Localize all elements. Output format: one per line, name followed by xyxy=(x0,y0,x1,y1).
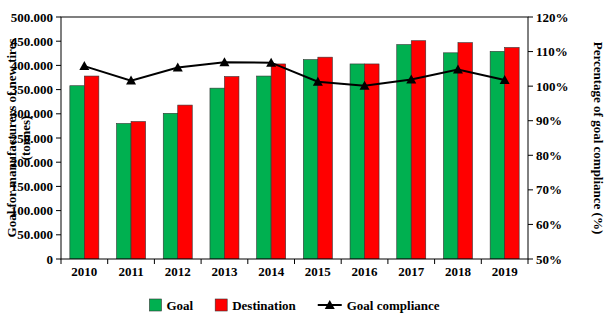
tick xyxy=(528,189,533,190)
tick xyxy=(528,155,533,156)
tick xyxy=(56,17,61,18)
tick-label: 100% xyxy=(536,79,569,94)
bar xyxy=(131,122,146,259)
tick xyxy=(528,259,533,260)
marker xyxy=(360,81,370,90)
tick-label: 0 xyxy=(47,252,54,267)
legend-label: Goal xyxy=(166,298,193,313)
bar xyxy=(84,76,99,259)
tick xyxy=(154,259,155,264)
tick xyxy=(247,259,248,264)
bar xyxy=(257,76,272,259)
marker xyxy=(79,61,89,70)
legend-label: Destination xyxy=(232,298,296,313)
bar xyxy=(224,77,239,259)
bar xyxy=(117,123,132,259)
tick-label: 2018 xyxy=(445,264,472,279)
marker xyxy=(266,58,276,67)
tick xyxy=(56,138,61,139)
bar xyxy=(443,53,458,259)
marker xyxy=(406,75,416,84)
tick-label: 2019 xyxy=(492,264,519,279)
tick-label: 50% xyxy=(536,252,562,267)
bar xyxy=(271,64,286,259)
tick xyxy=(387,259,388,264)
bar xyxy=(318,57,333,259)
marker xyxy=(219,57,229,66)
tick-label: 2015 xyxy=(305,264,332,279)
legend-swatch xyxy=(325,300,335,309)
tick xyxy=(56,65,61,66)
tick-label: 80% xyxy=(536,148,562,163)
tick xyxy=(56,113,61,114)
tick xyxy=(528,224,533,225)
bar xyxy=(178,105,193,259)
tick xyxy=(528,17,533,18)
legend-swatch xyxy=(215,299,227,311)
plot-area xyxy=(70,41,519,259)
tick xyxy=(294,259,295,264)
tick-label: 2010 xyxy=(71,264,97,279)
tick-label: 2013 xyxy=(211,264,238,279)
bar xyxy=(303,60,318,259)
tick xyxy=(528,86,533,87)
tick xyxy=(434,259,435,264)
tick xyxy=(341,259,342,264)
marker xyxy=(453,65,463,74)
bar xyxy=(210,88,225,259)
tick xyxy=(56,162,61,163)
tick-label: 2011 xyxy=(118,264,143,279)
tick-label: 2017 xyxy=(398,264,425,279)
marker xyxy=(126,76,136,85)
axis-title: Goal for manufacturers of new tires(tonn… xyxy=(4,39,33,238)
tick xyxy=(56,89,61,90)
tick-label: 50.000 xyxy=(17,227,53,242)
legend-swatch xyxy=(149,299,161,311)
plot-frame xyxy=(61,17,528,259)
tick xyxy=(56,186,61,187)
bar xyxy=(458,43,473,259)
bar xyxy=(411,41,426,259)
tick xyxy=(107,259,108,264)
tick xyxy=(56,210,61,211)
tick xyxy=(201,259,202,264)
tick xyxy=(61,259,62,264)
tick xyxy=(56,259,61,260)
legend: Goal Destination Goal compliance xyxy=(149,298,439,313)
bar xyxy=(163,113,178,259)
tick-label: 70% xyxy=(536,182,562,197)
marker xyxy=(313,77,323,86)
tick xyxy=(56,41,61,42)
tick-label: 500.000 xyxy=(11,10,53,25)
tick-label: 90% xyxy=(536,113,562,128)
marker xyxy=(500,75,510,84)
axis-title: Percentage of goal compliance (%) xyxy=(591,42,606,235)
tick-label: 120% xyxy=(536,10,569,25)
tick-label: 2014 xyxy=(258,264,285,279)
bar xyxy=(70,86,85,259)
line xyxy=(84,62,504,86)
tick xyxy=(528,120,533,121)
tick-label: 2012 xyxy=(165,264,191,279)
tick xyxy=(528,259,529,264)
bar xyxy=(350,64,365,259)
marker xyxy=(173,62,183,71)
bar xyxy=(397,45,412,259)
legend-label: Goal compliance xyxy=(347,298,440,313)
chart: 050.000100.000150.000200.000250.000300.0… xyxy=(0,0,614,331)
tick-label: 110% xyxy=(536,44,568,59)
bar xyxy=(365,64,380,259)
tick-label: 60% xyxy=(536,217,562,232)
tick xyxy=(528,51,533,52)
tick xyxy=(56,234,61,235)
tick-label: 2016 xyxy=(352,264,379,279)
tick xyxy=(481,259,482,264)
